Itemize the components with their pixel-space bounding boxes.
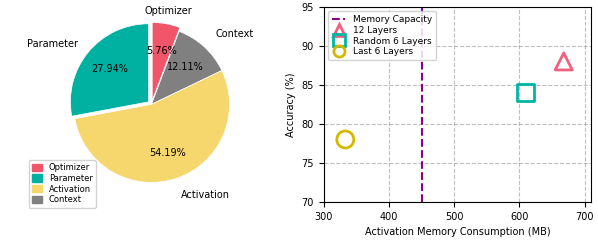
Text: Optimizer: Optimizer: [145, 6, 193, 16]
Legend: Optimizer, Parameter, Activation, Context: Optimizer, Parameter, Activation, Contex…: [29, 160, 96, 208]
Wedge shape: [75, 71, 230, 182]
Point: [521, 91, 530, 95]
Text: 54.19%: 54.19%: [149, 148, 185, 158]
Point: [559, 60, 569, 63]
Y-axis label: Accuracy (%): Accuracy (%): [286, 72, 296, 137]
Text: 27.94%: 27.94%: [91, 65, 128, 74]
Wedge shape: [151, 31, 222, 104]
Point: [340, 138, 350, 141]
Text: Context: Context: [216, 29, 254, 39]
Wedge shape: [152, 23, 180, 101]
Text: 5.76%: 5.76%: [146, 46, 176, 56]
Text: Activation: Activation: [181, 190, 230, 200]
Wedge shape: [71, 24, 148, 116]
Text: Parameter: Parameter: [28, 38, 78, 48]
X-axis label: Activation Memory Consumption (MB): Activation Memory Consumption (MB): [365, 227, 550, 237]
Legend: Memory Capacity, 12 Layers, Random 6 Layers, Last 6 Layers: Memory Capacity, 12 Layers, Random 6 Lay…: [328, 11, 435, 60]
Text: 12.11%: 12.11%: [167, 62, 204, 72]
